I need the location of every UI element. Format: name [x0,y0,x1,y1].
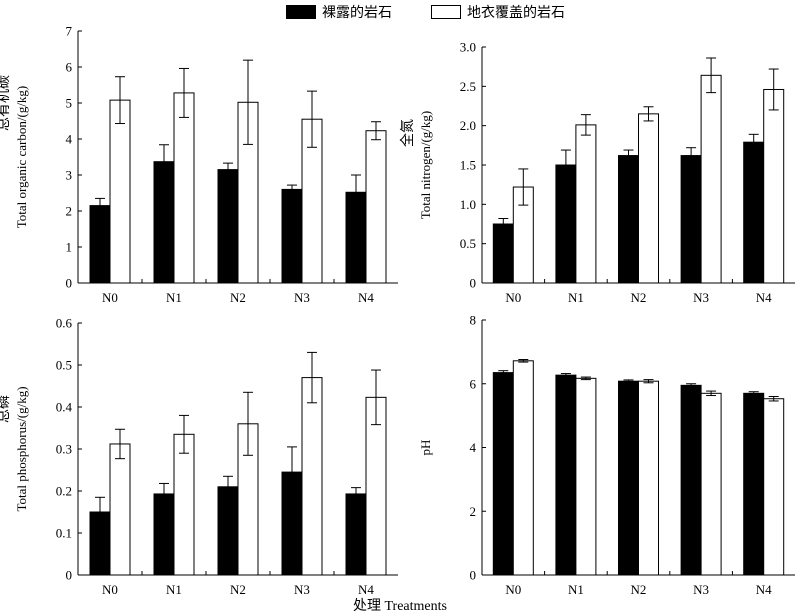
x-tick-label: N3 [294,290,310,305]
y-tick-label: 0.5 [56,358,72,373]
bar-bare [217,169,239,284]
y-tick-label: 0.3 [56,442,72,457]
x-tick-label: N4 [358,582,374,597]
legend-item-covered: 地衣覆盖的岩石 [431,3,565,21]
y-tick-label: 0 [470,276,477,291]
bar-covered [700,392,722,576]
y-tick-label: 0.1 [56,526,72,541]
chart-panel-1: 0 1 2 3 4 5 6 7 N0 N1 N2 N3 N4 总有机碳 Total organic carb… [0,24,398,305]
bar-bare [680,384,702,576]
bar-bare [743,392,765,576]
chart-panel-2: 0 0.5 1.0 1.5 2.0 2.5 3.0 N0 N1 N2 N3 N4 全氮 Total nit… [399,40,795,305]
y-tick-label: 6 [66,60,73,75]
bar-bare [345,493,367,576]
y-tick-label: 2 [66,204,73,219]
x-tick-label: N2 [631,582,647,597]
y-tick-label: 0.4 [56,400,73,415]
y-tick-label: 2.5 [460,79,476,94]
bar-covered [109,443,131,576]
y-tick-label: 0 [66,568,73,583]
y-tick-label: 7 [66,24,73,39]
legend-label-bare: 裸露的岩石 [322,6,392,21]
x-tick-label: N1 [568,290,584,305]
bar-covered [763,398,785,576]
y-tick-label: 3.0 [460,40,476,55]
y-tick-label: 0.2 [56,484,72,499]
x-tick-label: N3 [693,290,709,305]
bar-bare [618,155,639,284]
legend-item-bare: 裸露的岩石 [286,3,392,21]
bar-bare [555,374,577,576]
x-tick-label: N1 [166,290,182,305]
chart-panel-3: 0 0.1 0.2 0.3 0.4 0.5 0.6 N0 N1 N2 N3 N4 总磷 Total pho… [0,316,398,597]
legend-swatch-covered [431,5,461,19]
chart-panel-4: 0 2 4 6 8 N0 N1 N2 N3 N4 pH [418,313,795,597]
x-tick-label: N1 [568,582,584,597]
bar-covered [700,74,722,284]
y-tick-label: 0 [470,568,477,583]
bar-bare [281,188,303,284]
y-tick-label: 4 [470,440,477,455]
x-tick-label: N3 [693,582,709,597]
x-tick-label: N2 [631,290,647,305]
bar-bare [492,372,514,576]
bar-bare [153,493,175,576]
bar-bare [618,380,639,576]
x-tick-label: N2 [230,290,246,305]
y-axis-label-cn: 总有机碳 [0,75,12,131]
x-tick-label: N0 [505,290,521,305]
x-tick-label: N4 [358,290,374,305]
bar-covered [575,124,597,284]
y-axis-label-cn: 全氮 [399,119,416,147]
x-tick-label: N1 [166,582,182,597]
y-tick-label: 2 [470,504,477,519]
bar-bare [492,223,514,284]
bar-covered [301,377,323,576]
y-tick-label: 2.0 [460,118,476,133]
x-tick-label: N3 [294,582,310,597]
bar-covered [109,99,131,284]
y-tick-label: 4 [66,132,73,147]
y-tick-label: 8 [470,313,477,328]
y-tick-label: 1.5 [460,158,476,173]
y-tick-label: 6 [470,376,477,391]
y-axis-label-en: Total organic carbon/(g/kg) [14,86,29,229]
legend-label-covered: 地衣覆盖的岩石 [467,6,565,21]
y-axis-label-cn: 总磷 [0,395,12,423]
y-tick-label: 1 [66,240,73,255]
y-tick-label: 0 [66,276,73,291]
y-tick-label: 3 [66,168,73,183]
legend: 裸露的岩石 地衣覆盖的岩石 [0,0,800,24]
y-tick-label: 5 [66,96,73,111]
bar-covered [512,360,534,576]
bar-covered [575,377,597,576]
bar-bare [680,155,702,284]
x-tick-label: N4 [756,290,772,305]
bar-bare [217,486,239,576]
bar-covered [763,88,785,284]
bar-covered [365,130,387,284]
bar-bare [555,164,577,284]
y-axis-label-en: Total nitrogen/(g/kg) [418,111,433,219]
x-tick-label: N0 [505,582,521,597]
bar-bare [89,205,111,284]
x-tick-label: N0 [102,290,118,305]
bar-bare [743,141,765,284]
bar-covered [638,380,659,576]
y-tick-label: 0.5 [460,236,476,251]
x-axis-caption: 处理 Treatments [353,599,447,614]
y-tick-label: 0.6 [56,316,73,331]
x-tick-label: N4 [756,582,772,597]
x-tick-label: N0 [102,582,118,597]
legend-swatch-bare [286,5,316,19]
x-tick-label: N2 [230,582,246,597]
bar-covered [173,433,195,576]
y-tick-label: 1.0 [460,197,476,212]
y-axis-label-en: pH [418,440,433,456]
y-axis-label-en: Total phosphorus/(g/kg) [14,386,29,511]
bar-covered [638,113,659,284]
bar-covered [173,92,195,284]
bar-bare [153,161,175,284]
